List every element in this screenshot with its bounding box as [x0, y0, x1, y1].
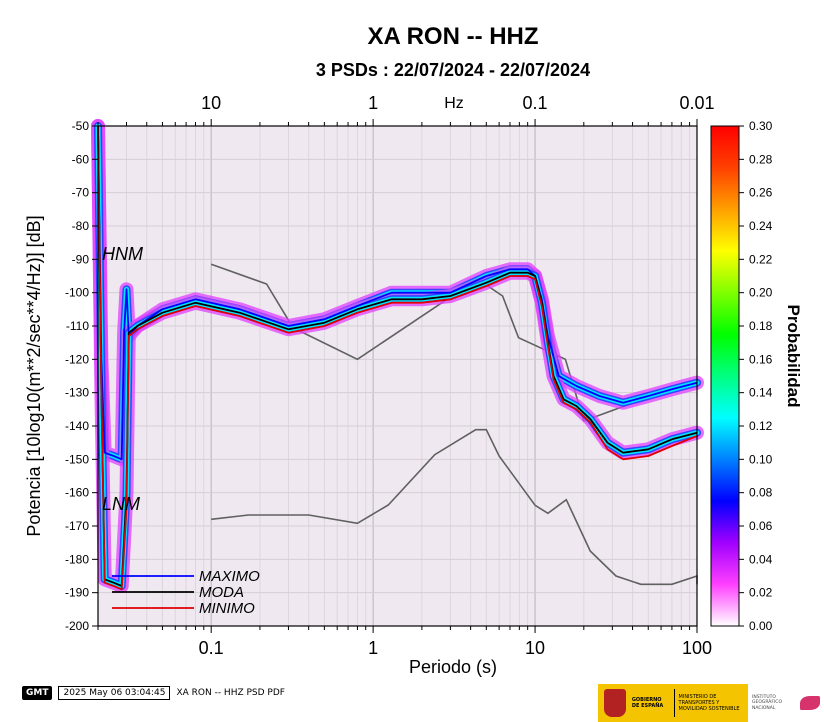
footer-caption: XA RON -- HHZ PSD PDF [176, 688, 285, 698]
colorbar-tick-label: 0.24 [749, 219, 773, 233]
colorbar-tick-label: 0.00 [749, 619, 773, 633]
legend-label-minimo: MINIMO [199, 600, 255, 617]
coat-of-arms-icon [604, 689, 626, 717]
y-tick-label: -90 [72, 252, 90, 266]
y-tick-label: -80 [72, 219, 90, 233]
colorbar-tick-label: 0.28 [749, 152, 773, 166]
x-tick-label: 10 [525, 638, 545, 658]
institution-logos: GOBIERNO DE ESPAÑA MINISTERIO DE TRANSPO… [598, 684, 824, 722]
colorbar-tick-label: 0.26 [749, 186, 773, 200]
colorbar-tick-label: 0.04 [749, 552, 773, 566]
ign-mark-icon [800, 696, 820, 710]
top-tick-label: 1 [368, 93, 378, 113]
y-tick-label: -180 [65, 552, 89, 566]
colorbar-tick-label: 0.22 [749, 252, 773, 266]
instituto-text: INSTITUTO GEOGRÁFICO NACIONAL [752, 694, 782, 711]
y-tick-label: -190 [65, 586, 89, 600]
colorbar-tick-label: 0.16 [749, 352, 773, 366]
y-tick-label: -170 [65, 519, 89, 533]
lnm-label: LNM [102, 494, 140, 514]
y-tick-label: -160 [65, 486, 89, 500]
colorbar-tick-label: 0.02 [749, 586, 773, 600]
footer-timestamp: 2025 May 06 03:04:45 [58, 686, 171, 700]
legend-label-moda: MODA [199, 584, 244, 601]
colorbar-tick-label: 0.18 [749, 319, 773, 333]
top-tick-label: 10 [201, 93, 221, 113]
series-line-minimo [97, 125, 698, 591]
gmt-badge: GMT [22, 686, 53, 700]
plot-area [98, 126, 697, 626]
x-tick-label: 100 [682, 638, 712, 658]
y-axis-label: Potencia [10log10(m**2/sec**4/Hz)] [dB] [24, 215, 44, 536]
colorbar-label: Probabilidad [784, 305, 803, 408]
colorbar: 0.00 0.02 0.04 0.06 0.08 0.10 0.12 0.14 0.16 0.18… [710, 119, 773, 633]
y-tick-label: -60 [72, 152, 90, 166]
chart-subtitle: 3 PSDs : 22/07/2024 - 22/07/2024 [316, 60, 590, 80]
series-line-maximo [97, 125, 698, 461]
footer: GMT 2025 May 06 03:04:45 XA RON -- HHZ P… [22, 686, 285, 700]
ministerio-text: MINISTERIO DE TRANSPORTES Y MOVILIDAD SO… [678, 694, 740, 712]
x-tick-label: 0.1 [199, 638, 224, 658]
colorbar-tick-label: 0.20 [749, 286, 773, 300]
colorbar-tick-label: 0.14 [749, 386, 773, 400]
gobierno-text: GOBIERNO DE ESPAÑA [631, 697, 664, 709]
top-tick-label: 0.1 [523, 93, 548, 113]
legend-label-maximo: MAXIMO [199, 568, 260, 585]
colorbar-tick-label: 0.30 [749, 119, 773, 133]
gobierno-logo: GOBIERNO DE ESPAÑA MINISTERIO DE TRANSPO… [598, 684, 748, 722]
y-tick-label: -50 [72, 119, 90, 133]
ign-logo: INSTITUTO GEOGRÁFICO NACIONAL [748, 684, 824, 722]
x-axis-label: Periodo (s) [409, 657, 497, 677]
colorbar-tick-label: 0.12 [749, 419, 773, 433]
colorbar-scale [710, 125, 740, 627]
chart-title: XA RON -- HHZ [367, 23, 538, 50]
y-tick-label: -150 [65, 452, 89, 466]
plot-frame [97, 125, 698, 627]
y-tick-label: -100 [65, 286, 89, 300]
colorbar-tick-label: 0.08 [749, 486, 773, 500]
x-tick-label: 1 [368, 638, 378, 658]
noise-model-lnm [211, 428, 698, 586]
top-axis-unit: Hz [444, 95, 464, 112]
psd-chart: XA RON -- HHZ 3 PSDs : 22/07/2024 - 22/0… [24, 23, 803, 677]
y-tick-label: -120 [65, 352, 89, 366]
top-tick-label: 0.01 [679, 93, 714, 113]
colorbar-tick-label: 0.10 [749, 452, 773, 466]
y-tick-label: -130 [65, 386, 89, 400]
y-tick-label: -200 [65, 619, 89, 633]
hnm-label: HNM [102, 244, 143, 264]
y-tick-label: -70 [72, 186, 90, 200]
y-tick-label: -140 [65, 419, 89, 433]
y-tick-label: -110 [66, 319, 89, 333]
colorbar-tick-label: 0.06 [749, 519, 773, 533]
